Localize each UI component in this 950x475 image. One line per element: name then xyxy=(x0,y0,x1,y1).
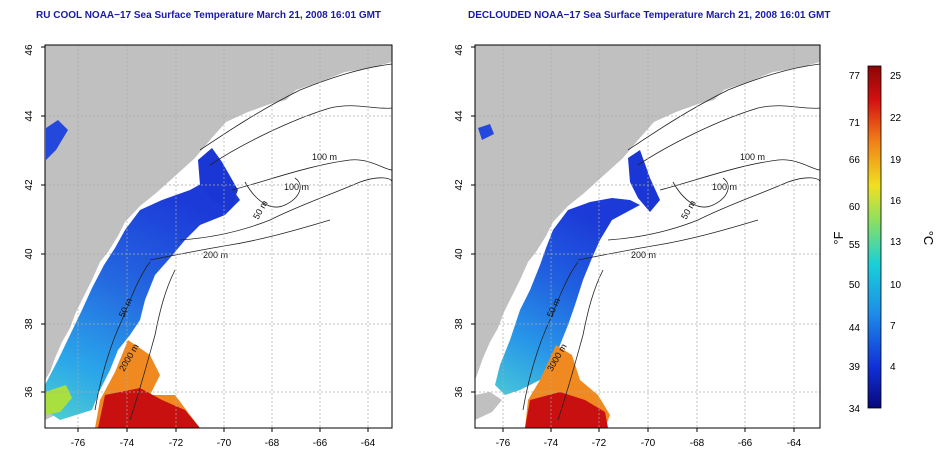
sst-shelf-water xyxy=(495,198,640,395)
left-panel-title: RU COOL NOAA−17 Sea Surface Temperature … xyxy=(36,10,382,21)
celsius-tick: 13 xyxy=(890,237,902,248)
x-tick-label: -66 xyxy=(738,438,753,449)
y-tick-label: 44 xyxy=(24,110,35,122)
left-map-panel: 100 m 100 m 50 m 200 m 50 m 2000 m -76 - xyxy=(24,44,393,449)
y-tick-label: 40 xyxy=(454,248,465,260)
right-map-panel: 100 m 100 m 50 m 200 m 50 m 3000 m -76 -… xyxy=(454,44,821,449)
x-tick-label: -74 xyxy=(120,438,135,449)
x-tick-label: -76 xyxy=(496,438,511,449)
fahrenheit-tick: 34 xyxy=(849,404,861,415)
temperature-colorbar: 77 71 66 60 55 50 44 39 34 25 22 19 16 1… xyxy=(831,65,936,415)
x-tick-label: -76 xyxy=(71,438,86,449)
x-tick-label: -70 xyxy=(217,438,232,449)
x-tick-label: -68 xyxy=(265,438,280,449)
contour-label: 200 m xyxy=(203,250,228,260)
sst-gulf-of-maine xyxy=(628,150,660,212)
land-mass xyxy=(475,45,820,380)
celsius-tick: 10 xyxy=(890,280,902,291)
sst-shelf-water xyxy=(45,170,240,420)
sst-south-shelf xyxy=(45,385,72,415)
land-mass xyxy=(45,45,392,380)
contour-label: 100 m xyxy=(284,182,309,192)
contour-label: 100 m xyxy=(740,152,765,162)
contour-label: 100 m xyxy=(712,182,737,192)
x-tick-label: -66 xyxy=(313,438,328,449)
sst-gulf-stream-hot xyxy=(98,388,200,428)
sst-gulf-of-maine xyxy=(198,148,238,210)
colorbar-gradient xyxy=(867,65,882,409)
celsius-tick: 25 xyxy=(890,71,902,82)
celsius-tick: 22 xyxy=(890,113,902,124)
celsius-tick: 7 xyxy=(890,321,896,332)
y-tick-label: 46 xyxy=(454,44,465,56)
contour-label: 100 m xyxy=(312,152,337,162)
celsius-tick: 4 xyxy=(890,362,896,373)
fahrenheit-tick: 44 xyxy=(849,323,861,334)
fahrenheit-tick: 71 xyxy=(849,118,861,129)
fahrenheit-label: °F xyxy=(831,231,846,244)
x-tick-label: -72 xyxy=(169,438,184,449)
fahrenheit-tick: 77 xyxy=(849,71,861,82)
celsius-tick: 16 xyxy=(890,196,902,207)
fahrenheit-tick: 60 xyxy=(849,202,861,213)
y-tick-label: 36 xyxy=(24,386,35,398)
y-tick-label: 44 xyxy=(454,110,465,122)
x-tick-label: -70 xyxy=(641,438,656,449)
x-tick-label: -64 xyxy=(787,438,802,449)
land-south xyxy=(475,392,502,420)
y-tick-label: 42 xyxy=(454,179,465,191)
fahrenheit-tick: 39 xyxy=(849,362,861,373)
y-tick-label: 36 xyxy=(454,386,465,398)
y-tick-label: 40 xyxy=(24,248,35,260)
fahrenheit-tick: 55 xyxy=(849,240,861,251)
x-tick-label: -74 xyxy=(544,438,559,449)
x-tick-label: -64 xyxy=(361,438,376,449)
y-tick-label: 38 xyxy=(24,318,35,330)
sst-gulf-stream-hot xyxy=(525,392,608,428)
y-tick-label: 46 xyxy=(24,44,35,56)
sst-bay-of-fundy xyxy=(478,124,494,140)
celsius-label: °C xyxy=(921,231,936,246)
fahrenheit-tick: 50 xyxy=(849,280,861,291)
fahrenheit-tick: 66 xyxy=(849,155,861,166)
y-tick-label: 38 xyxy=(454,318,465,330)
x-tick-label: -72 xyxy=(592,438,607,449)
x-tick-label: -68 xyxy=(690,438,705,449)
contour-label: 200 m xyxy=(631,250,656,260)
y-tick-label: 42 xyxy=(24,179,35,191)
bathymetry-contours xyxy=(94,63,392,421)
right-panel-title: DECLOUDED NOAA−17 Sea Surface Temperatur… xyxy=(468,10,831,21)
grid-lines xyxy=(45,45,392,428)
celsius-tick: 19 xyxy=(890,155,902,166)
sst-bay-of-fundy xyxy=(46,120,68,160)
bathymetry-contours xyxy=(522,63,820,421)
grid-lines xyxy=(475,45,820,428)
